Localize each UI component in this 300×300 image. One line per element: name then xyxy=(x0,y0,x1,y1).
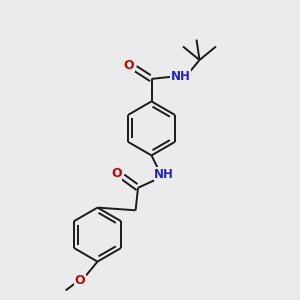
Text: O: O xyxy=(75,274,86,287)
Text: NH: NH xyxy=(171,70,191,83)
Text: O: O xyxy=(111,167,122,180)
Text: NH: NH xyxy=(154,167,174,181)
Text: O: O xyxy=(123,58,134,72)
